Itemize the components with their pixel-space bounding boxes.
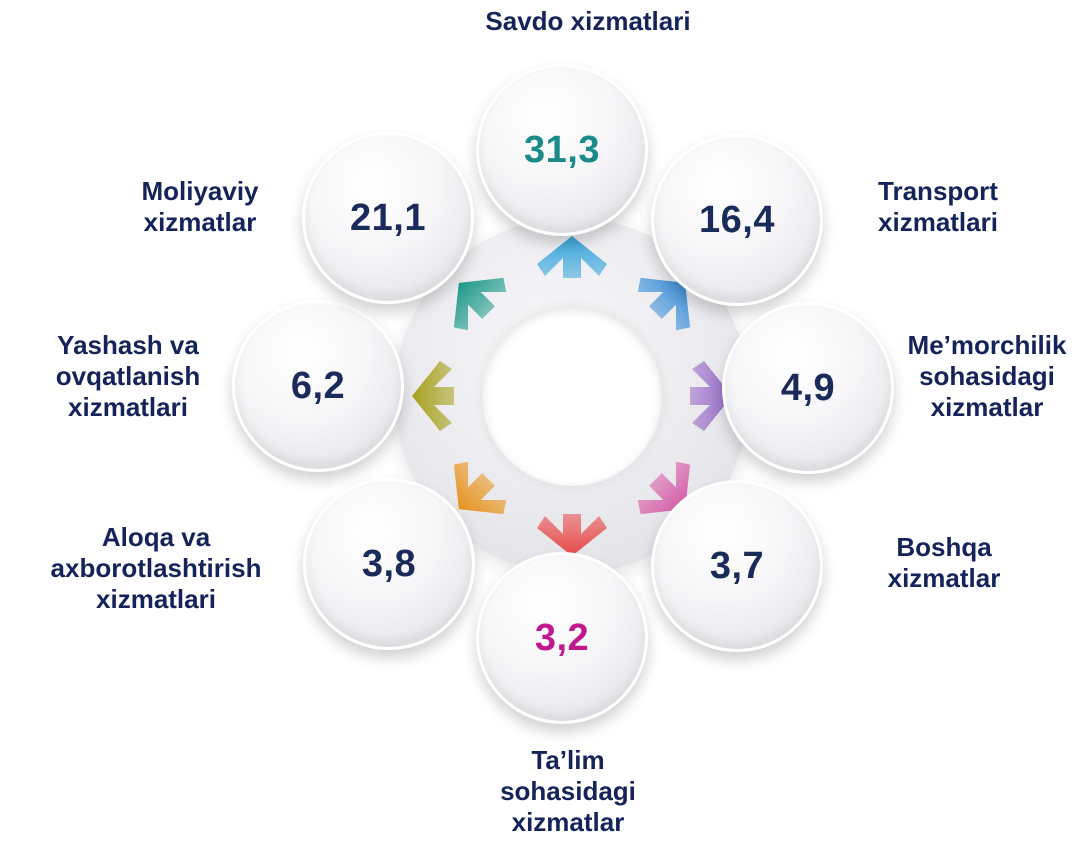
- label-moliyaviy-line-2: xizmatlar: [143, 207, 257, 237]
- label-yashash-line-3: xizmatlari: [68, 392, 188, 422]
- value-memorchilik: 4,9: [780, 366, 836, 409]
- bubble-transport: 16,4: [651, 134, 823, 306]
- arrow-talim: [537, 514, 607, 556]
- label-moliyaviy-line-1: Moliyaviy: [141, 176, 259, 206]
- label-memorchilik-line-2: sohasidagi: [919, 361, 1055, 391]
- label-transport-line-2: xizmatlari: [878, 207, 998, 237]
- label-talim-line-3: xizmatlar: [511, 807, 625, 837]
- bubble-savdo: 31,3: [476, 64, 648, 236]
- value-boshqa: 3,7: [709, 544, 765, 587]
- label-aloqa-line-3: xizmatlari: [96, 584, 216, 614]
- value-moliyaviy: 21,1: [350, 196, 426, 239]
- hub-center: [482, 306, 662, 486]
- label-transport: Transport xizmatlari: [848, 176, 1028, 238]
- label-savdo: Savdo xizmatlari: [458, 6, 718, 37]
- label-boshqa-line-2: xizmatlar: [887, 563, 1001, 593]
- label-transport-line-1: Transport: [878, 176, 998, 206]
- arrow-boshqa: [637, 461, 691, 515]
- label-talim-line-2: sohasidagi: [500, 776, 636, 806]
- value-savdo: 31,3: [524, 128, 600, 171]
- label-yashash-line-2: ovqatlanish: [55, 361, 201, 391]
- label-moliyaviy: Moliyaviy xizmatlar: [110, 176, 290, 238]
- label-aloqa: Aloqa va axborotlashtirish xizmatlari: [18, 522, 294, 615]
- label-aloqa-line-1: Aloqa va: [101, 522, 211, 552]
- bubble-talim: 3,2: [476, 552, 648, 724]
- bubble-memorchilik: 4,9: [722, 302, 894, 474]
- label-savdo-line-1: Savdo xizmatlari: [485, 6, 691, 36]
- arrow-yashash: [412, 361, 454, 431]
- label-talim: Ta’lim sohasidagi xizmatlar: [468, 745, 668, 838]
- label-memorchilik: Me’morchilik sohasidagi xizmatlar: [900, 330, 1074, 423]
- arrow-memorchilik: [690, 361, 732, 431]
- arrow-transport: [637, 277, 691, 331]
- bubble-aloqa: 3,8: [303, 478, 475, 650]
- label-memorchilik-line-3: xizmatlar: [930, 392, 1044, 422]
- value-yashash: 6,2: [290, 364, 346, 407]
- label-aloqa-line-2: axborotlashtirish: [50, 553, 262, 583]
- value-transport: 16,4: [699, 198, 775, 241]
- bubble-moliyaviy: 21,1: [302, 132, 474, 304]
- arrow-aloqa: [453, 461, 507, 515]
- value-talim: 3,2: [534, 616, 590, 659]
- arrow-savdo: [537, 236, 607, 278]
- value-aloqa: 3,8: [361, 542, 417, 585]
- label-yashash-line-1: Yashash va: [57, 330, 199, 360]
- bubble-yashash: 6,2: [232, 300, 404, 472]
- label-boshqa: Boshqa xizmatlar: [862, 532, 1026, 594]
- bubble-boshqa: 3,7: [651, 480, 823, 652]
- label-memorchilik-line-1: Me’morchilik: [907, 330, 1067, 360]
- arrow-moliyaviy: [453, 277, 507, 331]
- label-talim-line-1: Ta’lim: [531, 745, 605, 775]
- label-boshqa-line-1: Boshqa: [896, 532, 992, 562]
- label-yashash: Yashash va ovqatlanish xizmatlari: [28, 330, 228, 423]
